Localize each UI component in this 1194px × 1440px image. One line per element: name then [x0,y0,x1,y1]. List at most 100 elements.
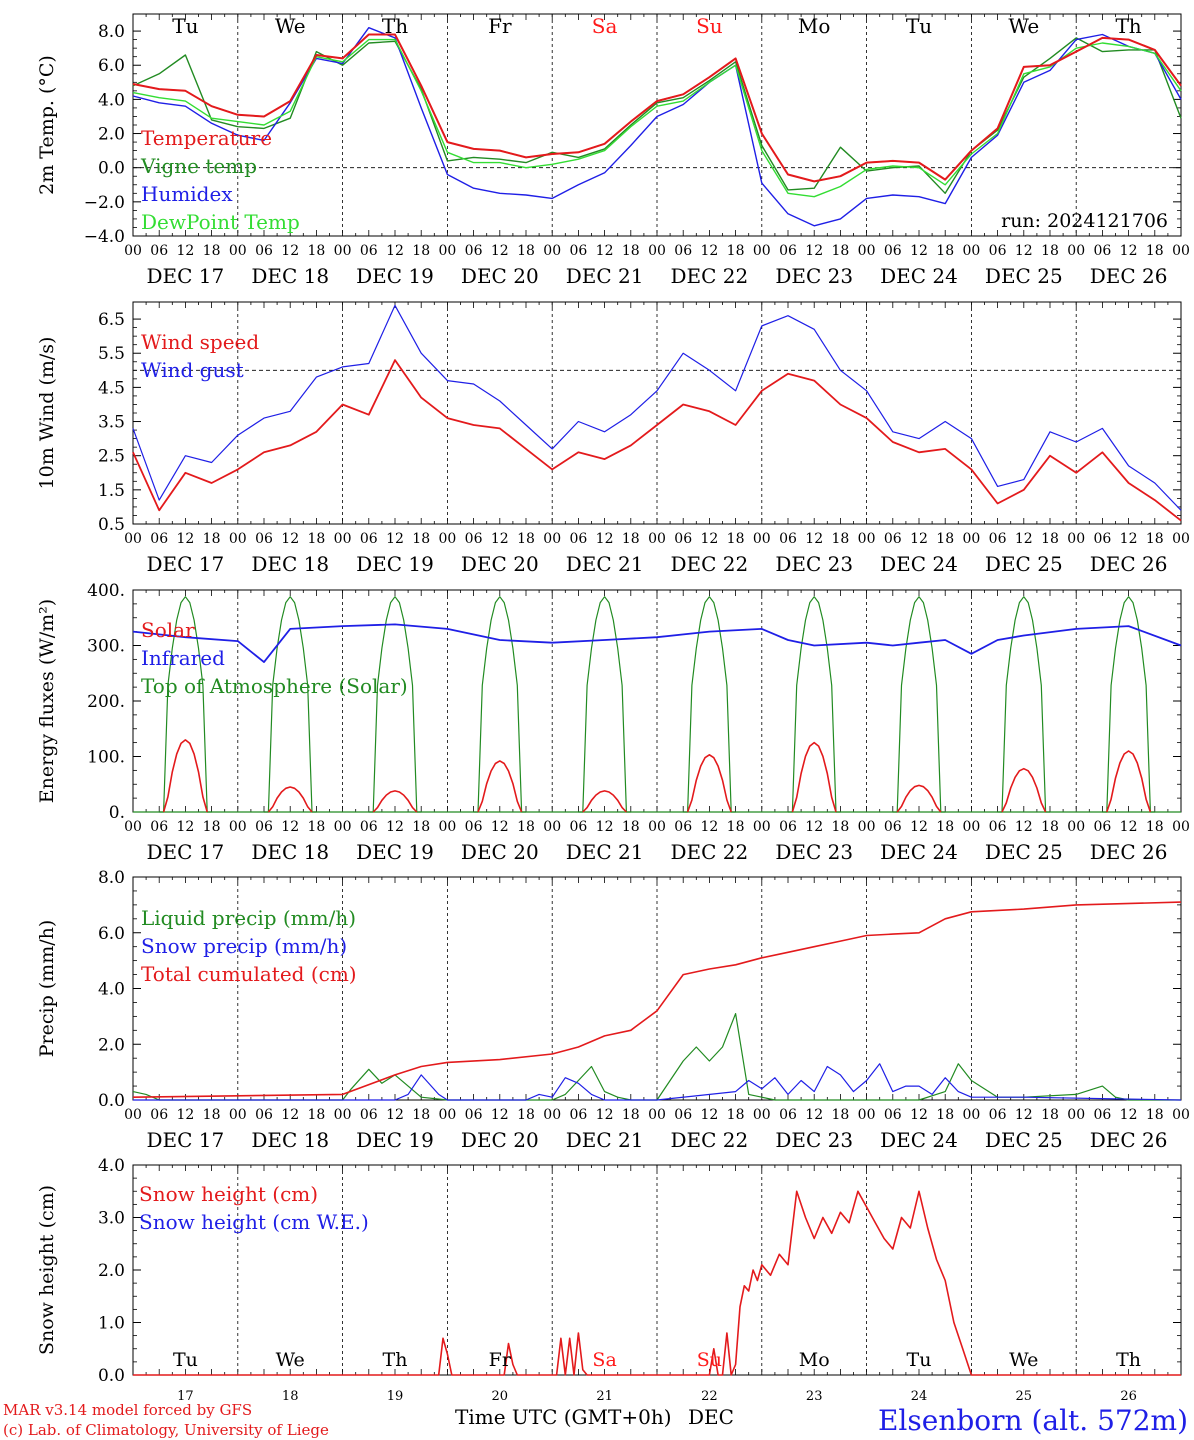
hour-tick-label: 12 [1120,243,1138,259]
hour-tick-label: 00 [753,1107,771,1123]
y-axis-label: 2m Temp. (°C) [36,55,58,195]
date-label: DEC 24 [880,1128,958,1152]
hour-tick-label: 18 [1146,819,1164,835]
hour-tick-label: 18 [412,243,430,259]
hour-tick-label: 12 [176,819,194,835]
date-label: DEC 23 [775,1128,853,1152]
legend-entry: Temperature [141,126,272,150]
hour-tick-label: 00 [858,243,876,259]
hour-tick-label: 12 [176,1107,194,1123]
date-label: DEC 26 [1090,552,1168,576]
copyright: (c) Lab. of Climatology, University of L… [3,1421,329,1439]
series-line-solar [162,739,208,813]
date-label: DEC 22 [671,264,749,288]
day-number-label: 18 [282,1389,299,1404]
hour-tick-label: 18 [1041,243,1059,259]
series-line-solar [372,790,418,813]
hour-tick-label: 12 [805,243,823,259]
hour-tick-label: 06 [465,1107,483,1123]
hour-tick-label: 00 [1172,1107,1190,1123]
hour-tick-label: 00 [962,1107,980,1123]
date-label: DEC 22 [671,1128,749,1152]
hour-tick-label: 00 [858,1107,876,1123]
hour-tick-label: 12 [700,531,718,547]
hour-tick-label: 12 [281,819,299,835]
hour-tick-label: 00 [753,243,771,259]
hour-tick-label: 18 [831,531,849,547]
y-tick-label: −4.0 [84,227,125,247]
hour-tick-label: 06 [255,1107,273,1123]
weekday-label: We [275,14,306,38]
date-label: DEC 21 [566,552,644,576]
day-number-label: 24 [911,1389,928,1404]
hour-tick-label: 18 [1041,819,1059,835]
weekday-label: Tu [907,1349,932,1371]
weekday-label: We [1008,14,1039,38]
hour-tick-label: 12 [281,531,299,547]
hour-tick-label: 18 [936,531,954,547]
hour-tick-label: 00 [438,1107,456,1123]
hour-tick-label: 06 [779,243,797,259]
weekday-label: Mo [798,14,831,38]
y-tick-label: 0.0 [98,1091,125,1111]
date-label: DEC 20 [461,1128,539,1152]
date-label: DEC 18 [251,264,329,288]
hour-tick-label: 06 [884,531,902,547]
hour-tick-label: 00 [1067,531,1085,547]
y-tick-label: 8.0 [98,868,125,888]
hour-tick-label: 18 [622,819,640,835]
hour-tick-label: 12 [176,531,194,547]
hour-tick-label: 00 [124,531,142,547]
hour-tick-label: 00 [543,531,561,547]
date-label: DEC 18 [251,1128,329,1152]
hour-tick-label: 00 [229,243,247,259]
hour-tick-label: 12 [491,531,509,547]
legend-entry: Snow height (cm W.E.) [139,1210,369,1234]
hour-tick-label: 18 [727,819,745,835]
hour-tick-label: 06 [884,1107,902,1123]
hour-tick-label: 18 [1041,1107,1059,1123]
hour-tick-label: 06 [360,819,378,835]
hour-tick-label: 12 [910,531,928,547]
legend-entry: Liquid precip (mm/h) [141,906,356,930]
hour-tick-label: 00 [543,243,561,259]
hour-tick-label: 18 [203,531,221,547]
y-tick-label: 6.0 [98,56,125,76]
hour-tick-label: 18 [412,1107,430,1123]
date-label: DEC 18 [251,840,329,864]
y-tick-label: 1.5 [98,481,125,501]
y-tick-label: −2.0 [84,193,125,213]
date-label: DEC 17 [147,840,225,864]
run-label: run: 2024121706 [1001,210,1168,232]
hour-tick-label: 00 [962,531,980,547]
y-tick-label: 1.0 [98,1314,125,1334]
hour-tick-label: 18 [1146,243,1164,259]
hour-tick-label: 00 [1067,1107,1085,1123]
hour-tick-label: 18 [936,1107,954,1123]
y-axis-label: Energy fluxes (W/m²) [36,599,58,803]
x-axis-title: Time UTC (GMT+0h) [455,1405,672,1429]
date-label: DEC 22 [671,552,749,576]
hour-tick-label: 18 [831,243,849,259]
hour-tick-label: 06 [150,531,168,547]
weekday-label: Th [383,1349,408,1371]
hour-tick-label: 12 [176,243,194,259]
hour-tick-label: 06 [779,531,797,547]
hour-tick-label: 12 [805,819,823,835]
hour-tick-label: 18 [517,243,535,259]
hour-tick-label: 06 [255,819,273,835]
hour-tick-label: 00 [124,1107,142,1123]
weekday-label: Tu [172,14,198,38]
date-label: DEC 25 [985,264,1063,288]
hour-tick-label: 06 [779,819,797,835]
hour-tick-label: 00 [334,531,352,547]
hour-tick-label: 06 [674,531,692,547]
hour-tick-label: 06 [1093,531,1111,547]
hour-tick-label: 00 [753,531,771,547]
y-tick-label: 4.5 [98,378,125,398]
x-axis-month: DEC [688,1405,734,1429]
hour-tick-label: 18 [936,243,954,259]
